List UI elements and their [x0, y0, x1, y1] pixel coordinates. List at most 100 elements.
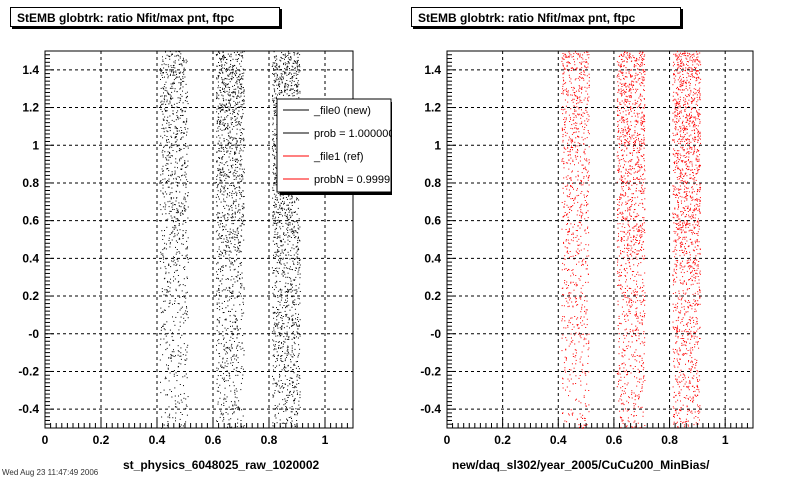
right-point — [568, 242, 570, 244]
left-point — [220, 58, 222, 60]
left-point — [299, 64, 300, 66]
left-point — [224, 327, 226, 329]
left-point — [172, 417, 174, 419]
left-point — [220, 271, 222, 273]
right-point — [588, 347, 590, 349]
left-point — [294, 221, 296, 223]
left-point — [274, 135, 276, 136]
right-point — [572, 198, 573, 199]
right-point — [575, 285, 577, 287]
left-point — [171, 136, 173, 138]
left-point — [238, 106, 240, 108]
left-point — [241, 342, 243, 344]
left-point — [278, 250, 280, 252]
left-point — [171, 85, 173, 87]
left-point — [239, 274, 241, 275]
left-point — [176, 102, 178, 104]
left-point — [276, 351, 278, 353]
right-point — [584, 230, 586, 232]
left-point — [237, 124, 239, 126]
left-point — [277, 290, 279, 292]
right-point — [618, 171, 620, 173]
left-point — [237, 79, 239, 80]
left-point — [167, 367, 169, 369]
right-point — [577, 128, 579, 129]
left-point — [217, 127, 219, 129]
left-point — [182, 203, 184, 205]
right-point — [562, 387, 564, 389]
left-point — [218, 75, 219, 77]
left-point — [226, 139, 228, 140]
right-point — [567, 306, 569, 308]
left-point — [274, 146, 276, 148]
left-point — [235, 355, 237, 357]
right-point — [572, 305, 574, 307]
left-point — [173, 227, 175, 229]
left-point — [237, 242, 239, 244]
left-point — [243, 99, 245, 101]
left-point — [162, 173, 164, 175]
left-point — [286, 66, 288, 68]
left-point — [177, 232, 179, 234]
right-point — [580, 384, 582, 386]
right-point — [578, 145, 580, 147]
right-point — [581, 109, 582, 111]
left-point — [227, 346, 229, 348]
left-point — [222, 252, 223, 254]
left-point — [274, 390, 276, 391]
right-point — [587, 130, 589, 131]
left-point — [297, 242, 299, 244]
left-point — [231, 77, 233, 79]
left-point — [169, 243, 171, 245]
left-point — [222, 270, 224, 271]
right-point — [565, 349, 567, 351]
right-point — [588, 133, 590, 135]
left-point — [234, 152, 236, 154]
right-point — [582, 264, 584, 266]
left-point — [229, 147, 231, 149]
left-point — [225, 401, 227, 402]
left-y-tick-label: 0.8 — [22, 176, 39, 190]
left-point — [171, 232, 173, 234]
left-point — [232, 91, 234, 93]
left-point — [228, 169, 230, 171]
right-point — [576, 195, 578, 197]
left-point — [170, 360, 172, 362]
left-point — [160, 135, 162, 137]
left-point — [284, 58, 285, 60]
right-point — [639, 133, 641, 135]
right-point — [586, 190, 588, 192]
left-point — [216, 130, 218, 132]
right-point — [563, 68, 565, 70]
right-point — [566, 178, 568, 180]
right-point — [574, 141, 576, 143]
left-point — [280, 73, 282, 75]
left-point — [160, 209, 162, 211]
left-point — [166, 139, 168, 141]
right-point — [569, 177, 571, 179]
left-point — [291, 349, 293, 351]
right-point — [563, 305, 565, 307]
left-point — [240, 163, 242, 165]
left-point — [232, 109, 234, 111]
left-point — [240, 219, 242, 221]
left-point — [285, 291, 287, 292]
left-point — [289, 59, 291, 61]
right-point — [580, 337, 582, 339]
left-point — [290, 269, 292, 270]
right-point — [564, 356, 566, 358]
right-point — [571, 138, 573, 140]
left-point — [186, 96, 188, 98]
left-point — [168, 264, 170, 266]
left-point — [243, 350, 245, 352]
right-point — [625, 184, 627, 186]
right-point — [567, 162, 569, 164]
left-point — [273, 354, 275, 356]
right-point — [575, 282, 577, 284]
left-point — [233, 368, 235, 370]
left-point — [220, 269, 222, 271]
left-point — [226, 174, 228, 175]
left-point — [274, 256, 276, 258]
right-point — [623, 108, 625, 109]
left-point — [294, 52, 296, 54]
